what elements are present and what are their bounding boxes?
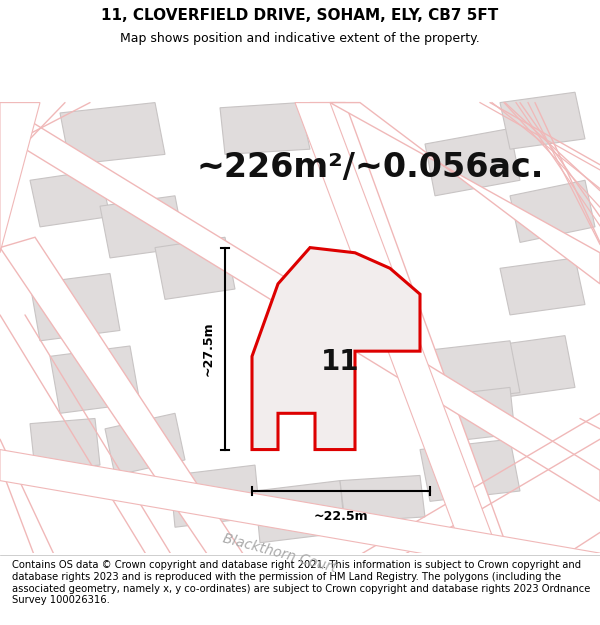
Text: Cloverfield Drive: Cloverfield Drive bbox=[272, 314, 347, 419]
Polygon shape bbox=[510, 180, 595, 243]
Polygon shape bbox=[155, 238, 235, 299]
Text: ~226m²/~0.056ac.: ~226m²/~0.056ac. bbox=[196, 151, 544, 184]
Polygon shape bbox=[500, 92, 585, 149]
Text: 11, CLOVERFIELD DRIVE, SOHAM, ELY, CB7 5FT: 11, CLOVERFIELD DRIVE, SOHAM, ELY, CB7 5… bbox=[101, 8, 499, 23]
Polygon shape bbox=[295, 102, 520, 610]
Text: Contains OS data © Crown copyright and database right 2021. This information is : Contains OS data © Crown copyright and d… bbox=[12, 560, 590, 605]
Polygon shape bbox=[0, 102, 600, 501]
Polygon shape bbox=[50, 346, 140, 413]
Text: 11: 11 bbox=[321, 348, 360, 376]
Polygon shape bbox=[425, 129, 520, 196]
Polygon shape bbox=[500, 258, 585, 315]
Polygon shape bbox=[0, 102, 40, 252]
Text: ~22.5m: ~22.5m bbox=[314, 509, 368, 522]
Polygon shape bbox=[105, 413, 185, 476]
Polygon shape bbox=[0, 449, 600, 584]
Polygon shape bbox=[420, 388, 515, 444]
Polygon shape bbox=[100, 196, 185, 258]
Polygon shape bbox=[30, 170, 110, 227]
Polygon shape bbox=[30, 274, 120, 341]
Text: ~27.5m: ~27.5m bbox=[202, 321, 215, 376]
Polygon shape bbox=[420, 341, 520, 403]
Polygon shape bbox=[0, 238, 280, 610]
Polygon shape bbox=[255, 481, 345, 542]
Polygon shape bbox=[420, 439, 520, 501]
Polygon shape bbox=[30, 419, 100, 470]
Text: Blackthorn Court: Blackthorn Court bbox=[221, 531, 338, 575]
Polygon shape bbox=[340, 476, 425, 522]
Polygon shape bbox=[252, 248, 420, 449]
Text: Map shows position and indicative extent of the property.: Map shows position and indicative extent… bbox=[120, 32, 480, 45]
Polygon shape bbox=[170, 465, 260, 528]
Polygon shape bbox=[490, 336, 575, 398]
Polygon shape bbox=[220, 102, 310, 154]
Polygon shape bbox=[60, 102, 165, 165]
Polygon shape bbox=[330, 102, 600, 284]
Polygon shape bbox=[310, 102, 530, 610]
